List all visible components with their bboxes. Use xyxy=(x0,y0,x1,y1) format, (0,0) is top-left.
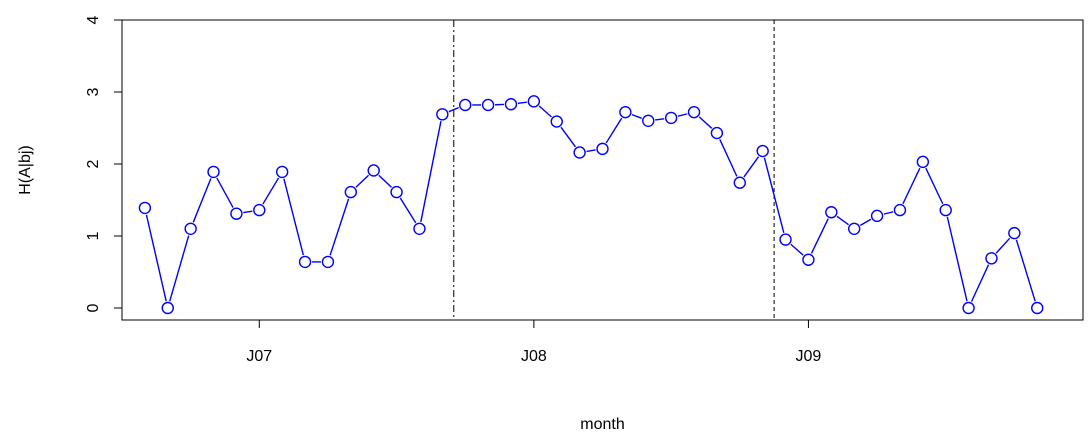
data-point xyxy=(756,144,769,158)
series-segment xyxy=(517,101,527,105)
data-point xyxy=(847,222,861,236)
series-segment xyxy=(420,121,442,223)
y-tick-label: 3 xyxy=(85,87,102,96)
series-segment xyxy=(262,177,280,205)
data-point xyxy=(733,176,746,189)
data-point xyxy=(550,115,563,128)
plot-frame xyxy=(121,19,1084,321)
data-point xyxy=(207,165,220,179)
data-point xyxy=(459,98,472,112)
series-segment xyxy=(169,235,190,302)
data-point xyxy=(870,209,884,223)
x-tick-label: J08 xyxy=(521,348,547,365)
y-tick-label: 0 xyxy=(85,303,102,312)
data-point xyxy=(504,98,518,111)
data-point xyxy=(802,253,815,266)
data-point xyxy=(344,185,358,199)
series-segment xyxy=(677,113,688,117)
series-segment xyxy=(355,174,370,188)
data-point xyxy=(893,203,907,217)
series-segment xyxy=(995,237,1011,254)
series-segment xyxy=(1015,239,1036,302)
data-point xyxy=(138,201,152,215)
data-point xyxy=(825,206,838,219)
data-point xyxy=(253,203,266,217)
data-point xyxy=(1008,226,1021,240)
series-segment xyxy=(399,197,417,224)
series-segment xyxy=(283,178,305,256)
data-point xyxy=(367,164,380,177)
series-segment xyxy=(763,157,785,233)
series-segment xyxy=(145,214,167,302)
data-points xyxy=(138,95,1044,315)
data-point xyxy=(390,185,403,199)
data-point xyxy=(184,222,197,236)
data-point xyxy=(642,114,655,128)
data-point xyxy=(779,233,792,246)
plot-border xyxy=(121,19,1084,321)
series-segment xyxy=(743,156,760,178)
series-segment xyxy=(719,139,738,177)
series-segment xyxy=(560,126,577,148)
series-segment xyxy=(538,105,552,118)
data-point xyxy=(664,111,678,125)
series-segment xyxy=(329,198,350,256)
data-point xyxy=(687,105,701,119)
series-segment xyxy=(216,177,234,208)
data-point xyxy=(230,207,243,220)
x-axis: J07 J08 J09 xyxy=(246,320,821,365)
y-tick-label: 2 xyxy=(85,159,102,168)
data-point xyxy=(298,255,312,269)
series-segment xyxy=(378,174,392,188)
x-axis-label: month xyxy=(580,416,624,433)
series-segment xyxy=(836,215,849,226)
series-segment xyxy=(243,210,253,214)
y-axis: 0 1 2 3 4 xyxy=(85,15,122,312)
data-point xyxy=(573,146,586,159)
data-point xyxy=(619,105,632,119)
series-segment xyxy=(790,243,804,256)
series-line xyxy=(145,101,1036,302)
series-segment xyxy=(698,116,713,129)
series-segment xyxy=(883,211,894,215)
data-point xyxy=(161,301,174,315)
data-point xyxy=(710,126,724,140)
x-tick-label: J07 xyxy=(246,348,272,365)
data-point xyxy=(916,155,930,169)
series-segment xyxy=(586,149,596,153)
data-point xyxy=(962,301,975,315)
data-point xyxy=(1031,301,1044,315)
data-point xyxy=(985,252,998,265)
series-segment xyxy=(448,106,460,113)
data-point xyxy=(436,108,449,121)
series-segment xyxy=(655,118,665,121)
series-segment xyxy=(946,216,968,302)
series-segment xyxy=(970,264,990,302)
data-point xyxy=(939,203,952,217)
series-segment xyxy=(925,167,944,205)
data-point xyxy=(413,222,426,236)
y-tick-label: 1 xyxy=(85,231,102,240)
series-segment xyxy=(810,218,829,254)
data-point xyxy=(596,142,609,156)
data-point xyxy=(527,95,541,108)
series-segment xyxy=(902,167,921,205)
data-point xyxy=(481,98,495,112)
y-tick-label: 4 xyxy=(85,15,102,24)
series-segment xyxy=(192,178,212,223)
reference-lines xyxy=(453,20,775,320)
x-tick-label: J09 xyxy=(796,348,822,365)
y-axis-label: H(A|bj) xyxy=(17,145,34,195)
data-point xyxy=(321,255,335,269)
series-segment xyxy=(605,117,623,144)
series-segment xyxy=(631,113,642,119)
series-segment xyxy=(859,218,872,226)
data-point xyxy=(275,165,289,179)
